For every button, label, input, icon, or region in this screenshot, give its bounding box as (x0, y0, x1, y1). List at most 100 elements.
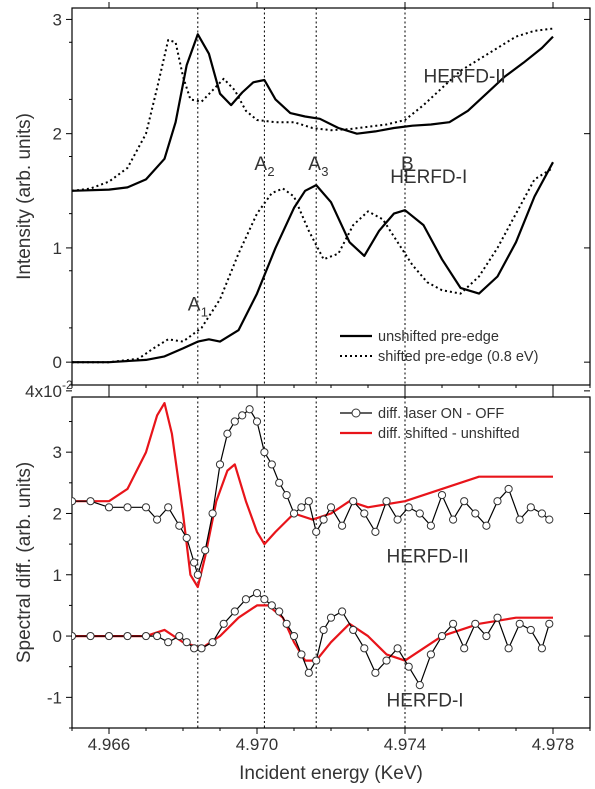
marker-label: A (308, 154, 321, 175)
data-point (267, 460, 276, 469)
data-point (153, 631, 162, 641)
plot-area (72, 402, 554, 690)
data-point (482, 631, 491, 641)
data-point (282, 619, 291, 628)
data-point (164, 638, 173, 647)
y-tick-label: 3 (53, 443, 62, 462)
data-point (252, 589, 262, 598)
data-point (545, 619, 554, 628)
series-annotation: HERFD-II (424, 66, 506, 87)
series-line-herfd-ii-1 (72, 27, 554, 192)
data-point (182, 638, 191, 647)
data-point (141, 631, 151, 641)
series-annotation: HERFD-I (387, 691, 464, 712)
data-point (371, 668, 380, 677)
data-point (230, 417, 239, 426)
legend-label: diff. laser ON - OFF (378, 406, 504, 422)
y-tick-label: 1 (53, 239, 62, 258)
data-point (86, 497, 95, 506)
series-line-herfd-i-3 (72, 592, 550, 686)
data-point (437, 631, 447, 641)
data-point (175, 521, 184, 530)
y-tick-label: -1 (47, 688, 62, 707)
data-point (164, 503, 173, 512)
series-line-herfd-i-2 (72, 161, 554, 364)
y-tick-label: 3 (53, 10, 62, 29)
legend-label: unshifted pre-edge (378, 329, 499, 345)
data-point (515, 619, 524, 628)
data-point (426, 650, 435, 659)
data-point (482, 521, 491, 530)
marker-subscript: 1 (201, 305, 208, 320)
data-point (141, 503, 151, 512)
plot-area (72, 27, 554, 364)
data-point (526, 625, 535, 635)
data-point (360, 509, 369, 518)
data-point (72, 631, 77, 641)
x-tick-label: 4.966 (88, 735, 131, 754)
data-point (504, 484, 513, 494)
data-point (312, 656, 321, 665)
plot-frame (71, 396, 591, 729)
marker-label: B (401, 154, 414, 175)
data-point (104, 503, 114, 512)
x-tick-label: 4.978 (532, 735, 575, 754)
data-point (123, 631, 132, 641)
data-point (526, 503, 535, 512)
y-axis-label: Intensity (arb. units) (14, 113, 35, 280)
panel-top: 0 1 2 3 Intensity (arb. units) HERFD-II HERFD-… (14, 2, 591, 391)
data-point (241, 595, 250, 604)
data-point (289, 509, 299, 518)
data-point (404, 662, 413, 671)
data-point (245, 405, 254, 414)
data-point (230, 607, 239, 616)
data-point (382, 497, 391, 506)
data-point (393, 644, 402, 653)
data-point (437, 490, 447, 500)
panel-bottom: -1 0 1 2 3 4x10 -2 Spectral diff. (arb. units) H… (14, 378, 591, 734)
x-tick-label: 4.974 (384, 735, 427, 754)
data-point (104, 631, 114, 641)
marker-subscript: 2 (267, 164, 274, 179)
plot-frame (71, 7, 591, 386)
data-point (275, 607, 284, 616)
data-point (382, 656, 391, 665)
data-point (153, 515, 162, 524)
data-point (415, 680, 424, 690)
series-annotation: HERFD-II (387, 547, 469, 568)
data-point (471, 619, 480, 628)
data-point (252, 417, 262, 426)
data-point (449, 515, 458, 524)
data-point (319, 625, 328, 635)
data-point (319, 515, 328, 524)
y-tick-label: 4x10 (25, 382, 62, 401)
data-point (304, 497, 313, 506)
data-point (515, 515, 524, 524)
data-point (537, 509, 547, 518)
data-point (460, 497, 469, 506)
data-point (190, 644, 199, 653)
series-annotation: HERFD-I (390, 167, 467, 188)
legend-marker (351, 408, 361, 418)
data-point (426, 521, 435, 530)
y-tick-exponent: -2 (62, 378, 73, 392)
data-point (304, 668, 313, 677)
marker-label-4: B (401, 154, 414, 175)
data-point (312, 527, 321, 536)
y-tick-label: 2 (53, 504, 62, 523)
data-point (326, 613, 336, 622)
marker-label: A (188, 295, 201, 316)
y-axis-label: Spectral diff. (arb. units) (14, 462, 35, 663)
data-point (545, 515, 554, 524)
data-point (404, 503, 413, 512)
data-point (449, 619, 458, 628)
y-tick-label: 2 (53, 125, 62, 144)
data-point (260, 595, 269, 604)
data-point (537, 644, 547, 653)
data-point (190, 558, 199, 567)
data-point (297, 503, 306, 512)
data-point (371, 527, 380, 536)
data-point (219, 619, 228, 628)
